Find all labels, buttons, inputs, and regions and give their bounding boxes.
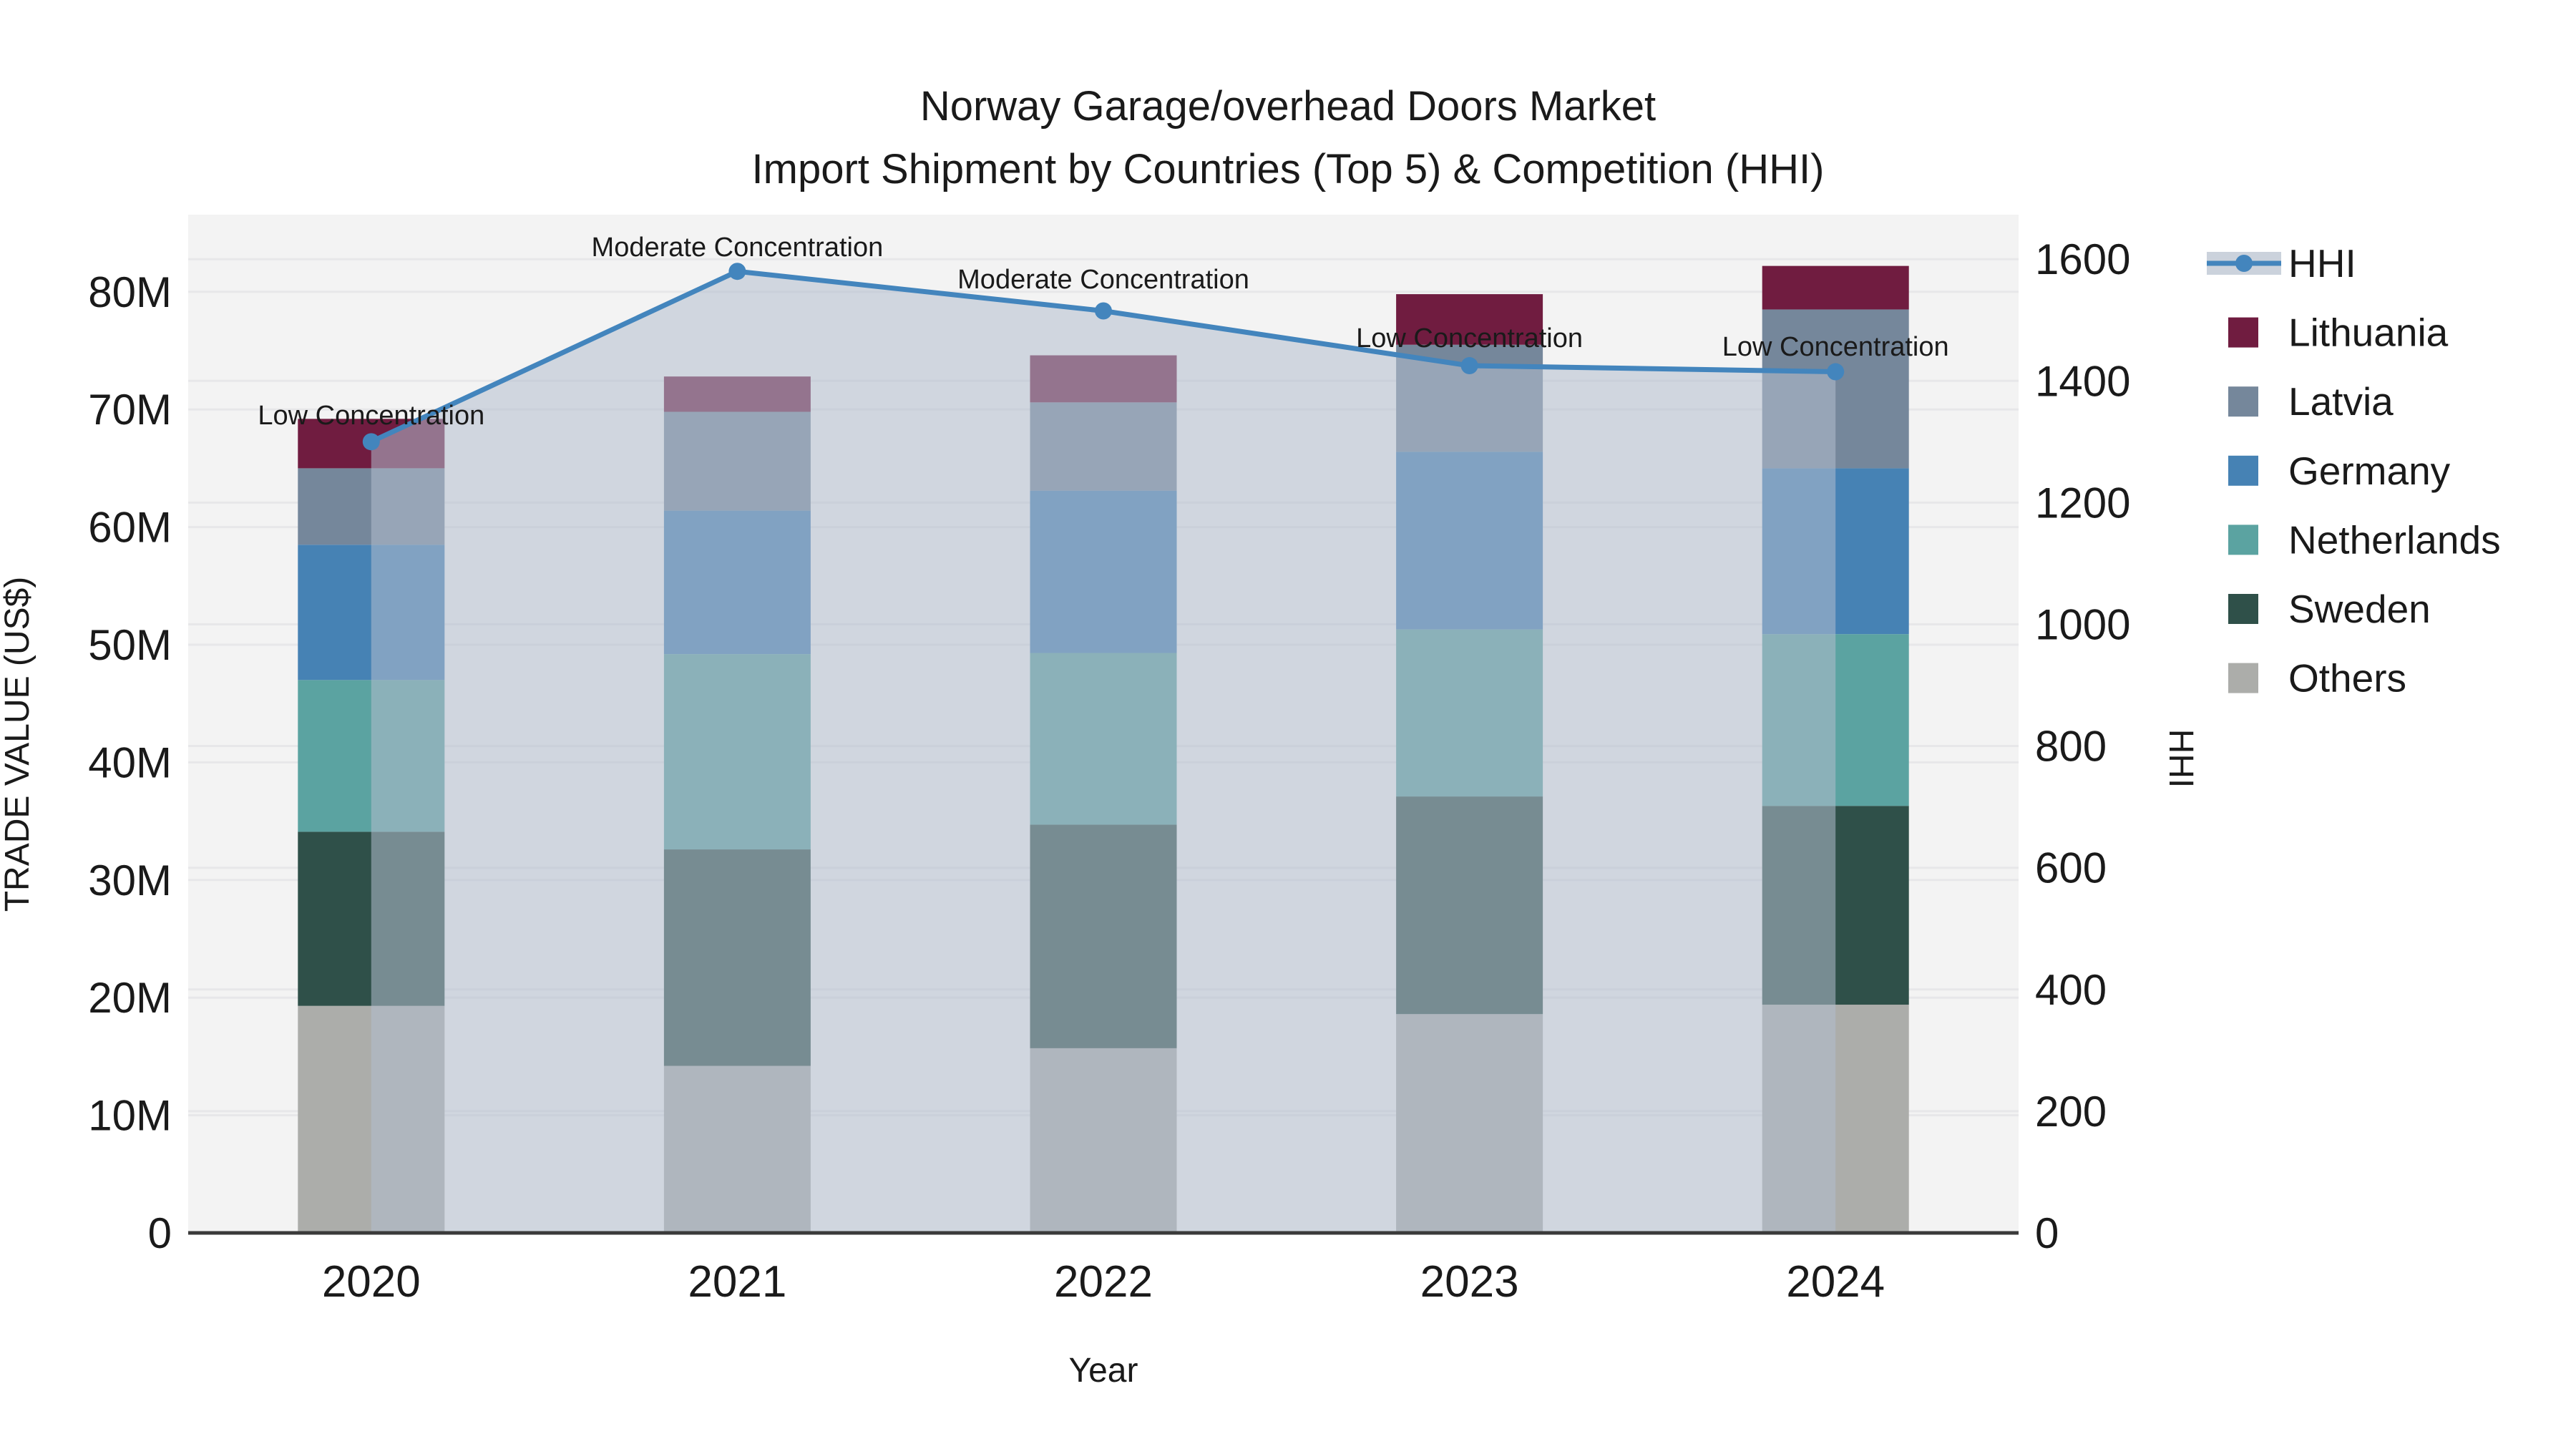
legend-hhi-marker (2235, 255, 2253, 272)
chart-title-line1: Norway Garage/overhead Doors Market (920, 83, 1656, 130)
y-right-tick-1400: 1400 (2035, 357, 2130, 405)
legend-item-sweden[interactable]: Sweden (2228, 587, 2431, 631)
y-right-tick-200: 200 (2035, 1088, 2107, 1136)
legend-label-lithuania: Lithuania (2288, 311, 2449, 355)
bar-segment-2024-lithuania[interactable] (1762, 265, 1909, 310)
hhi-marker-2020[interactable] (362, 433, 380, 451)
legend-swatch-germany (2228, 455, 2258, 486)
y-right-axis-title: HHI (2162, 729, 2200, 789)
x-tick-label-2021: 2021 (688, 1257, 786, 1307)
y-right-tick-600: 600 (2035, 844, 2107, 892)
x-axis-title: Year (1069, 1352, 1138, 1390)
legend-item-latvia[interactable]: Latvia (2228, 379, 2394, 424)
legend-item-germany[interactable]: Germany (2228, 449, 2451, 493)
legend-item-lithuania[interactable]: Lithuania (2228, 311, 2449, 355)
legend-item-netherlands[interactable]: Netherlands (2228, 517, 2501, 562)
annotation-2024: Low Concentration (1722, 332, 1949, 362)
annotation-2021: Moderate Concentration (592, 233, 884, 263)
hhi-marker-2021[interactable] (728, 263, 746, 280)
y-left-tick-0: 0 (148, 1209, 172, 1257)
legend-label-germany: Germany (2288, 449, 2451, 493)
legend-swatch-netherlands (2228, 525, 2258, 555)
annotation-2023: Low Concentration (1356, 323, 1583, 353)
y-right-tick-1600: 1600 (2035, 235, 2130, 283)
hhi-marker-2022[interactable] (1095, 302, 1112, 320)
y-left-tick-60M: 60M (88, 504, 172, 552)
x-tick-label-2020: 2020 (322, 1257, 421, 1307)
legend-item-others[interactable]: Others (2228, 656, 2406, 701)
legend-label-others: Others (2288, 656, 2406, 701)
y-right-tick-800: 800 (2035, 723, 2107, 771)
hhi-marker-2023[interactable] (1460, 357, 1478, 375)
y-left-tick-70M: 70M (88, 386, 172, 434)
annotation-2020: Low Concentration (258, 401, 484, 431)
hhi-area-fill (371, 271, 1836, 1234)
legend-label-hhi: HHI (2288, 241, 2356, 286)
legend-label-latvia: Latvia (2288, 379, 2394, 424)
y-right-tick-1000: 1000 (2035, 601, 2130, 649)
legend-label-netherlands: Netherlands (2288, 517, 2501, 562)
chart-title-line2: Import Shipment by Countries (Top 5) & C… (752, 146, 1825, 192)
y-left-tick-10M: 10M (88, 1092, 172, 1140)
y-right-tick-1200: 1200 (2035, 479, 2130, 527)
legend-swatch-others (2228, 663, 2258, 693)
hhi-marker-2024[interactable] (1827, 363, 1845, 381)
bar-segment-2023-lithuania[interactable] (1396, 294, 1543, 345)
legend-swatch-sweden (2228, 594, 2258, 624)
x-tick-label-2022: 2022 (1054, 1257, 1153, 1307)
y-left-axis-title: TRADE VALUE (US$) (0, 577, 36, 912)
y-right-tick-400: 400 (2035, 966, 2107, 1014)
x-tick-label-2024: 2024 (1786, 1257, 1885, 1307)
y-left-tick-80M: 80M (88, 268, 172, 316)
y-left-tick-20M: 20M (88, 974, 172, 1022)
legend-swatch-lithuania (2228, 317, 2258, 348)
legend-label-sweden: Sweden (2288, 587, 2431, 631)
y-left-tick-40M: 40M (88, 738, 172, 786)
y-left-tick-30M: 30M (88, 857, 172, 904)
y-right-tick-0: 0 (2035, 1209, 2059, 1257)
y-left-tick-50M: 50M (88, 621, 172, 669)
legend-item-hhi[interactable]: HHI (2207, 241, 2356, 286)
annotation-2022: Moderate Concentration (957, 265, 1249, 295)
legend-swatch-latvia (2228, 386, 2258, 417)
x-tick-label-2023: 2023 (1420, 1257, 1519, 1307)
